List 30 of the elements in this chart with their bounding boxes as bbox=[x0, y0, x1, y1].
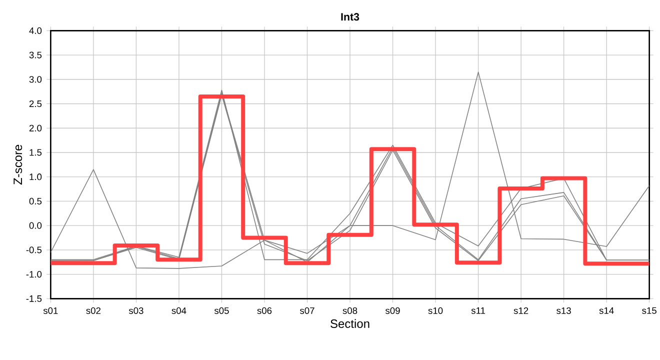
y-tick-label: 2.0 bbox=[29, 124, 42, 132]
x-tick-label: s14 bbox=[599, 307, 614, 314]
y-tick-label: -0.5 bbox=[26, 246, 42, 254]
y-tick-label: 2.5 bbox=[29, 100, 42, 108]
x-tick-label: s07 bbox=[300, 307, 314, 314]
y-tick-label: 1.5 bbox=[30, 149, 42, 156]
x-tick-label: s08 bbox=[342, 307, 358, 314]
y-tick-label: -1.0 bbox=[26, 271, 42, 278]
x-tick-label: s13 bbox=[556, 307, 571, 314]
x-tick-label: s15 bbox=[642, 307, 656, 314]
y-tick-label: -1.5 bbox=[26, 295, 42, 302]
y-tick-label: 3.5 bbox=[29, 52, 42, 58]
x-tick-label: s12 bbox=[514, 307, 528, 314]
y-tick-label: 3.0 bbox=[29, 76, 42, 83]
x-tick-label: s09 bbox=[385, 307, 400, 314]
x-tick-label: s10 bbox=[428, 307, 443, 314]
chart-title: Int3 bbox=[341, 13, 360, 21]
x-tick-label: s04 bbox=[172, 307, 186, 314]
y-axis-title: Z-score bbox=[14, 144, 22, 185]
x-tick-label: s06 bbox=[257, 307, 272, 314]
x-axis-title: Section bbox=[330, 319, 370, 328]
x-tick-label: s11 bbox=[471, 307, 485, 314]
y-tick-label: 0.5 bbox=[29, 198, 42, 204]
x-tick-label: s05 bbox=[214, 307, 229, 314]
x-tick-label: s01 bbox=[43, 307, 58, 314]
y-tick-label: 4.0 bbox=[29, 27, 42, 34]
y-tick-label: 0.0 bbox=[29, 222, 42, 229]
x-tick-label: s02 bbox=[86, 307, 100, 314]
y-tick-label: 1.0 bbox=[30, 174, 42, 180]
x-tick-label: s03 bbox=[128, 307, 144, 314]
